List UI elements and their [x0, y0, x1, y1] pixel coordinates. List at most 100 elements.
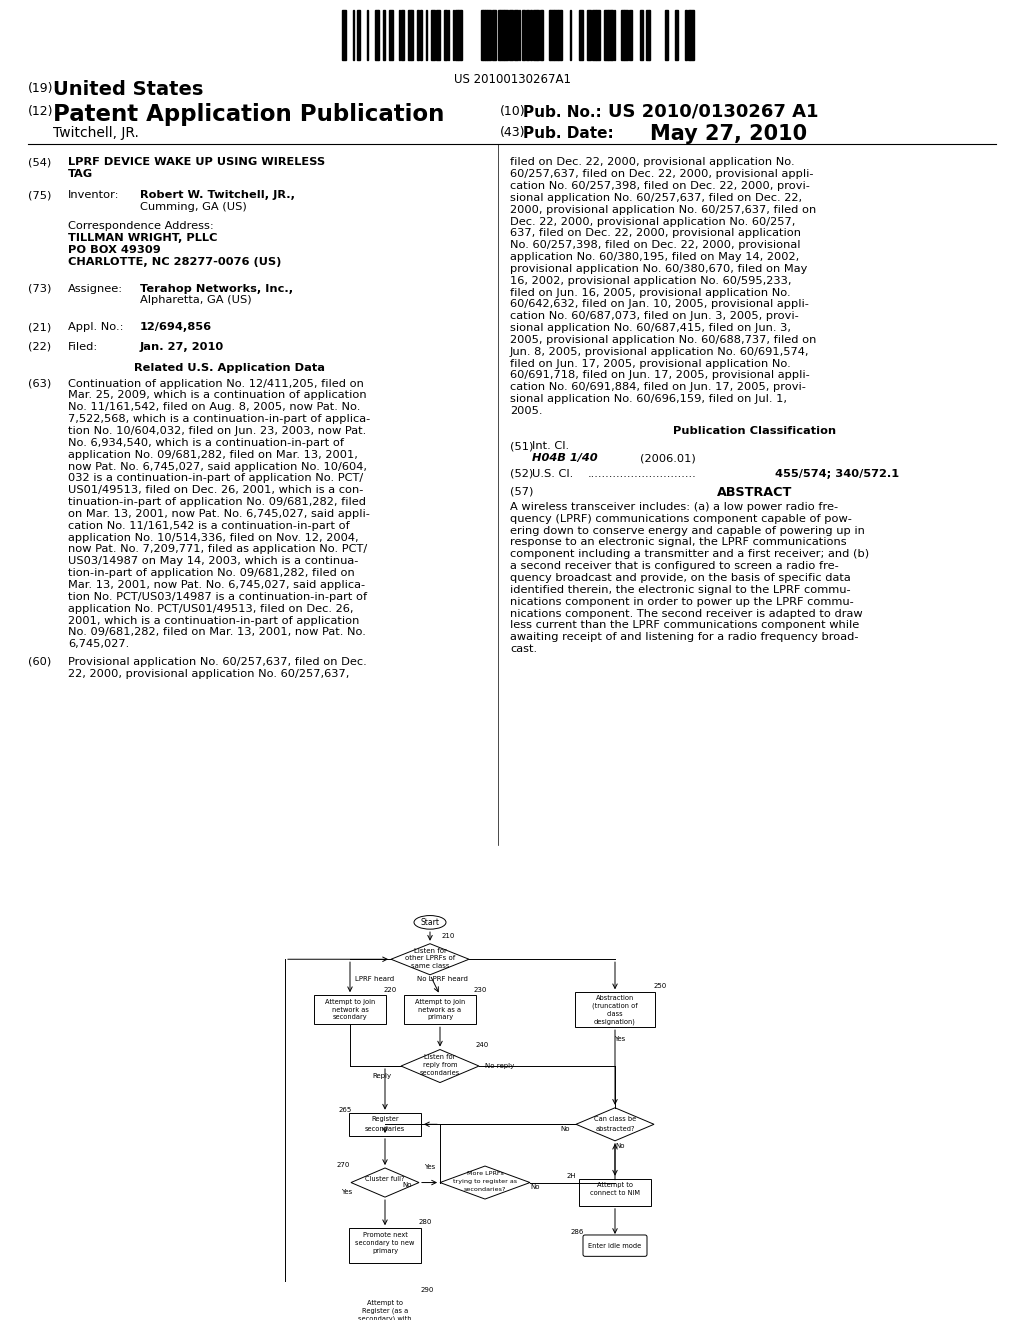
Text: Can class be: Can class be — [594, 1117, 636, 1122]
Text: Cluster full?: Cluster full? — [366, 1176, 404, 1181]
Text: No. 11/161,542, filed on Aug. 8, 2005, now Pat. No.: No. 11/161,542, filed on Aug. 8, 2005, n… — [68, 403, 360, 412]
Text: quency broadcast and provide, on the basis of specific data: quency broadcast and provide, on the bas… — [510, 573, 851, 583]
Bar — [575, 993, 655, 1027]
Text: application No. 09/681,282, filed on Mar. 13, 2001,: application No. 09/681,282, filed on Mar… — [68, 450, 357, 459]
Bar — [540, 9, 542, 61]
Text: secondaries: secondaries — [365, 1126, 406, 1133]
FancyBboxPatch shape — [583, 1236, 647, 1257]
Text: Abstraction: Abstraction — [596, 995, 634, 1001]
Bar — [504, 9, 508, 61]
Text: US03/14987 on May 14, 2003, which is a continua-: US03/14987 on May 14, 2003, which is a c… — [68, 556, 358, 566]
Text: secondaries: secondaries — [420, 1069, 460, 1076]
Text: Pub. No.:: Pub. No.: — [523, 104, 602, 120]
Text: No. 09/681,282, filed on Mar. 13, 2001, now Pat. No.: No. 09/681,282, filed on Mar. 13, 2001, … — [68, 627, 366, 638]
Text: 60/257,637, filed on Dec. 22, 2000, provisional appli-: 60/257,637, filed on Dec. 22, 2000, prov… — [510, 169, 813, 180]
Text: US 2010/0130267 A1: US 2010/0130267 A1 — [608, 103, 818, 121]
Text: Dec. 22, 2000, provisional application No. 60/257,: Dec. 22, 2000, provisional application N… — [510, 216, 796, 227]
Text: US01/49513, filed on Dec. 26, 2001, which is a con-: US01/49513, filed on Dec. 26, 2001, whic… — [68, 486, 364, 495]
Text: application No. PCT/US01/49513, filed on Dec. 26,: application No. PCT/US01/49513, filed on… — [68, 603, 353, 614]
Text: Pub. Date:: Pub. Date: — [523, 127, 613, 141]
Text: 270: 270 — [336, 1162, 349, 1168]
Text: 240: 240 — [475, 1041, 488, 1048]
Bar — [526, 9, 529, 61]
Text: component including a transmitter and a first receiver; and (b): component including a transmitter and a … — [510, 549, 869, 560]
Text: (43): (43) — [500, 127, 525, 139]
Text: Patent Application Publication: Patent Application Publication — [53, 103, 444, 125]
Text: (12): (12) — [28, 104, 53, 117]
Text: No. 6,934,540, which is a continuation-in-part of: No. 6,934,540, which is a continuation-i… — [68, 438, 344, 447]
Text: No: No — [615, 1143, 625, 1148]
Bar — [530, 9, 532, 61]
Text: same class: same class — [411, 964, 450, 969]
Text: Yes: Yes — [614, 1036, 626, 1041]
Text: on Mar. 13, 2001, now Pat. No. 6,745,027, said appli-: on Mar. 13, 2001, now Pat. No. 6,745,027… — [68, 510, 370, 519]
Bar — [608, 9, 611, 61]
Text: Attempt to join: Attempt to join — [415, 999, 465, 1005]
Text: No LPRF heard: No LPRF heard — [417, 975, 467, 982]
Text: Listen for: Listen for — [414, 948, 446, 953]
Text: (2006.01): (2006.01) — [640, 453, 695, 463]
Text: now Pat. No. 6,745,027, said application No. 10/604,: now Pat. No. 6,745,027, said application… — [68, 462, 367, 471]
Bar — [537, 9, 539, 61]
Bar — [383, 9, 385, 61]
Bar — [314, 995, 386, 1024]
Bar — [587, 9, 591, 61]
Text: (21): (21) — [28, 322, 51, 333]
Text: now Pat. No. 7,209,771, filed as application No. PCT/: now Pat. No. 7,209,771, filed as applica… — [68, 544, 368, 554]
Text: Provisional application No. 60/257,637, filed on Dec.: Provisional application No. 60/257,637, … — [68, 657, 367, 667]
Text: (63): (63) — [28, 379, 51, 388]
Text: Jun. 8, 2005, provisional application No. 60/691,574,: Jun. 8, 2005, provisional application No… — [510, 347, 810, 356]
Text: Attempt to: Attempt to — [367, 1300, 403, 1305]
Text: class: class — [606, 1011, 624, 1016]
Text: response to an electronic signal, the LPRF communications: response to an electronic signal, the LP… — [510, 537, 847, 548]
Bar — [444, 9, 447, 61]
Text: 230: 230 — [473, 987, 486, 994]
Text: 6,745,027.: 6,745,027. — [68, 639, 129, 649]
Text: primary: primary — [372, 1247, 398, 1254]
Bar — [675, 9, 678, 61]
Bar — [558, 9, 561, 61]
Text: (22): (22) — [28, 342, 51, 351]
Bar — [500, 9, 504, 61]
Text: 7,522,568, which is a continuation-in-part of applica-: 7,522,568, which is a continuation-in-pa… — [68, 414, 371, 424]
Bar — [455, 9, 458, 61]
Bar — [646, 9, 649, 61]
Text: nications component. The second receiver is adapted to draw: nications component. The second receiver… — [510, 609, 862, 619]
Bar — [509, 9, 513, 61]
Bar — [690, 9, 694, 61]
Text: CHARLOTTE, NC 28277-0076 (US): CHARLOTTE, NC 28277-0076 (US) — [68, 257, 282, 267]
Text: awaiting receipt of and listening for a radio frequency broad-: awaiting receipt of and listening for a … — [510, 632, 858, 643]
Polygon shape — [440, 1166, 530, 1199]
Bar — [498, 9, 500, 61]
Text: secondaries?: secondaries? — [464, 1187, 506, 1192]
Text: filed on Dec. 22, 2000, provisional application No.: filed on Dec. 22, 2000, provisional appl… — [510, 157, 795, 168]
Bar — [411, 9, 413, 61]
Text: quency (LPRF) communications component capable of pow-: quency (LPRF) communications component c… — [510, 513, 852, 524]
Text: (57): (57) — [510, 486, 534, 496]
Text: filed on Jun. 17, 2005, provisional application No.: filed on Jun. 17, 2005, provisional appl… — [510, 359, 791, 368]
Text: U.S. Cl.: U.S. Cl. — [532, 469, 573, 479]
Text: application No. 60/380,195, filed on May 14, 2002,: application No. 60/380,195, filed on May… — [510, 252, 800, 263]
Text: 250: 250 — [653, 983, 667, 990]
Text: Twitchell, JR.: Twitchell, JR. — [53, 127, 139, 140]
Text: ABSTRACT: ABSTRACT — [718, 486, 793, 499]
Text: 2005.: 2005. — [510, 407, 543, 416]
Text: Cumming, GA (US): Cumming, GA (US) — [140, 202, 247, 213]
Text: No: No — [560, 1126, 569, 1133]
Text: Jan. 27, 2010: Jan. 27, 2010 — [140, 342, 224, 351]
Text: sional application No. 60/687,415, filed on Jun. 3,: sional application No. 60/687,415, filed… — [510, 323, 791, 333]
Text: application No. 10/514,336, filed on Nov. 12, 2004,: application No. 10/514,336, filed on Nov… — [68, 533, 358, 543]
Text: Robert W. Twitchell, JR.,: Robert W. Twitchell, JR., — [140, 190, 295, 201]
Bar — [592, 9, 596, 61]
Text: Attempt to: Attempt to — [597, 1183, 633, 1188]
Bar — [554, 9, 558, 61]
Text: Yes: Yes — [424, 1164, 435, 1170]
Text: (54): (54) — [28, 157, 51, 168]
Bar — [342, 9, 346, 61]
Text: less current than the LPRF communications component while: less current than the LPRF communication… — [510, 620, 859, 631]
Bar — [492, 9, 496, 61]
Text: identified therein, the electronic signal to the LPRF commu-: identified therein, the electronic signa… — [510, 585, 851, 595]
Text: 12/694,856: 12/694,856 — [140, 322, 212, 333]
Bar — [431, 9, 435, 61]
Text: other LPRFs of: other LPRFs of — [404, 956, 455, 961]
